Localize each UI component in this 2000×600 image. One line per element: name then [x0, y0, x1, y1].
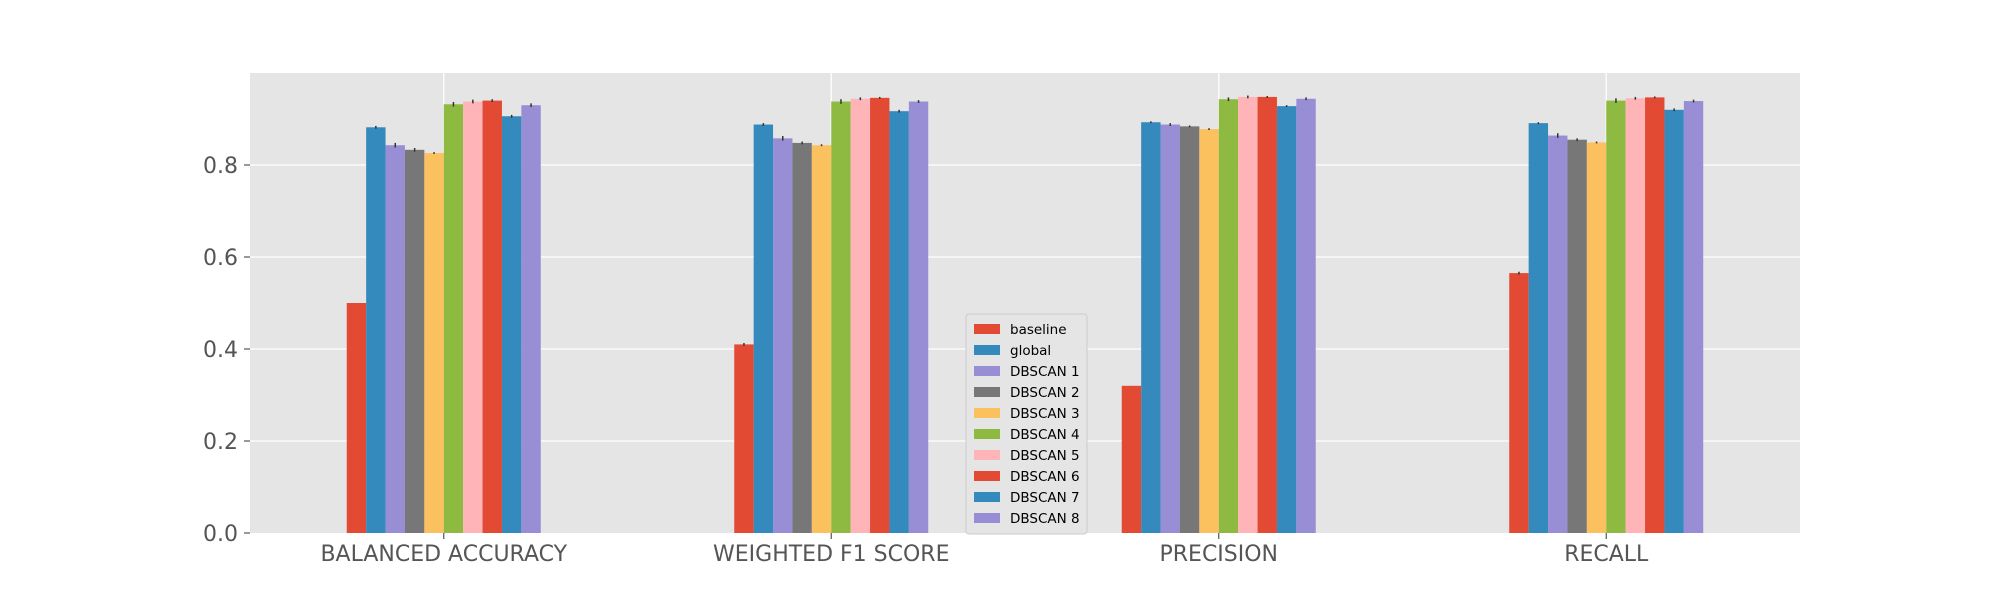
- legend: baseline global DBSCAN 1 DBSCAN 2 DBSCAN 3 DB…: [965, 313, 1088, 535]
- bar: [773, 138, 793, 533]
- legend-swatch: [974, 471, 1000, 481]
- legend-label: global: [1010, 343, 1051, 359]
- x-axis: BALANCED ACCURACY WEIGHTED F1 SCORE PRECIS…: [320, 533, 1649, 567]
- bar: [1509, 273, 1529, 533]
- x-tick-label: PRECISION: [1159, 542, 1278, 567]
- bar: [443, 104, 464, 533]
- x-tick-label: RECALL: [1564, 542, 1649, 567]
- legend-label: DBSCAN 7: [1010, 490, 1080, 506]
- legend-label: DBSCAN 1: [1010, 364, 1080, 380]
- bar: [463, 101, 483, 534]
- y-tick-label: 0.2: [203, 430, 238, 455]
- error-bars: [375, 95, 1695, 346]
- bar: [734, 344, 754, 533]
- bar: [1567, 139, 1587, 533]
- bar: [1548, 135, 1568, 533]
- bar: [1141, 122, 1161, 533]
- legend-swatch: [974, 387, 1000, 397]
- y-axis: 0.0 0.2 0.4 0.6 0.8: [203, 154, 250, 547]
- bar: [908, 101, 929, 534]
- legend-swatch: [974, 450, 1000, 460]
- legend-swatch: [974, 513, 1000, 523]
- legend-swatch: [974, 324, 1000, 334]
- bar: [385, 145, 405, 533]
- bar: [1257, 96, 1277, 534]
- y-tick-label: 0.4: [203, 338, 238, 363]
- bar: [482, 100, 502, 533]
- bar: [1276, 106, 1297, 534]
- bar: [1664, 109, 1684, 534]
- legend-label: DBSCAN 8: [1010, 511, 1080, 527]
- bars: [346, 96, 1704, 534]
- legend-swatch: [974, 429, 1000, 439]
- bar: [889, 111, 909, 534]
- bar: [850, 98, 871, 533]
- bar: [1121, 385, 1142, 533]
- y-tick-label: 0.0: [203, 522, 238, 547]
- legend-swatch: [974, 366, 1000, 376]
- bar: [404, 149, 425, 533]
- bar: [1179, 126, 1200, 534]
- bar: [1199, 129, 1219, 533]
- legend-label: DBSCAN 3: [1010, 406, 1080, 422]
- legend-swatch: [974, 492, 1000, 502]
- bar: [366, 127, 386, 533]
- bar: [1218, 99, 1239, 533]
- bar: [811, 145, 832, 533]
- x-tick-label: BALANCED ACCURACY: [320, 542, 567, 567]
- bar: [1238, 96, 1258, 534]
- bar: [1586, 142, 1607, 533]
- bar: [1625, 98, 1646, 534]
- y-tick-label: 0.6: [203, 246, 238, 271]
- bar: [1645, 97, 1665, 533]
- bar: [346, 303, 367, 533]
- bar: [792, 142, 812, 534]
- legend-label: DBSCAN 6: [1010, 469, 1080, 485]
- bar: [1160, 124, 1180, 534]
- bar: [1528, 123, 1549, 533]
- bar: [1683, 101, 1704, 533]
- legend-label: DBSCAN 4: [1010, 427, 1080, 443]
- bar: [1296, 98, 1316, 533]
- legend-label: DBSCAN 5: [1010, 448, 1080, 464]
- legend-label: baseline: [1010, 322, 1067, 338]
- legend-swatch: [974, 345, 1000, 355]
- y-tick-label: 0.8: [203, 154, 238, 179]
- bar: [870, 97, 890, 533]
- bar: [1606, 100, 1626, 533]
- x-tick-label: WEIGHTED F1 SCORE: [713, 542, 949, 567]
- bar: [521, 105, 541, 533]
- bar: [501, 116, 522, 534]
- legend-label: DBSCAN 2: [1010, 385, 1080, 401]
- bar: [424, 153, 444, 534]
- bar: [753, 124, 774, 534]
- bar: [831, 101, 851, 534]
- legend-swatch: [974, 408, 1000, 418]
